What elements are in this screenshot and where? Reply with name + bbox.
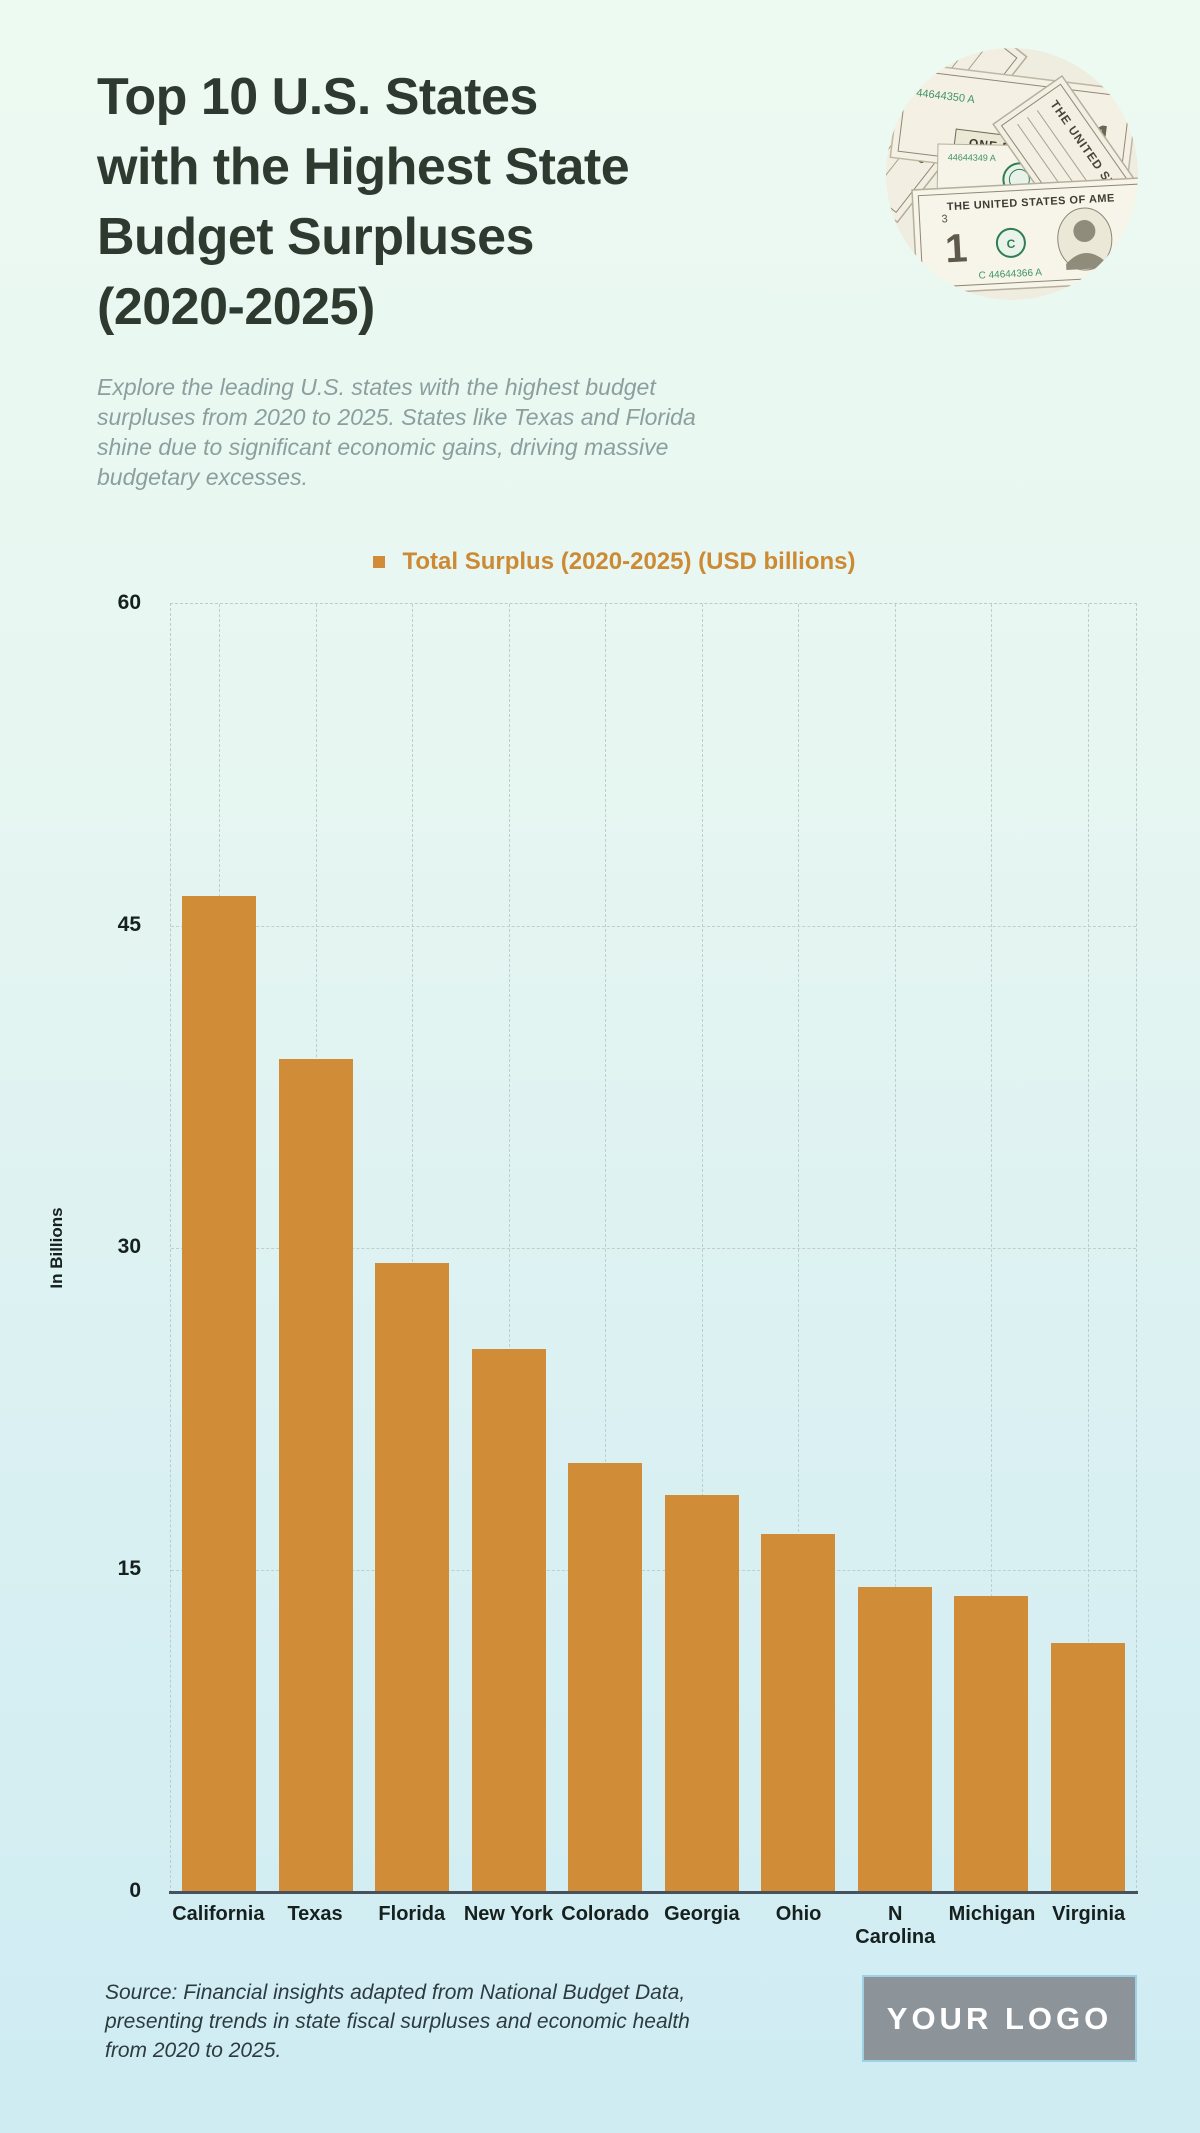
logo-placeholder: YOUR LOGO [862,1975,1137,2062]
svg-text:3: 3 [941,213,948,225]
v-gridline-3 [412,604,414,1892]
chart-column-7 [750,604,847,1892]
y-tick-label-0: 0 [129,1879,141,1902]
x-axis-line [169,1891,1138,1894]
chart-column-6 [654,604,751,1892]
x-axis-labels: California Texas Florida New York Colorado Ge… [170,1903,1137,1949]
y-axis-title: In Billions [47,1207,66,1289]
page-title-line-4: (2020-2025) [97,278,375,336]
bar-texas [278,1059,353,1892]
h-gridline-45 [171,926,1136,927]
chart-legend: Total Surplus (2020-2025) (USD billions) [14,548,1200,576]
v-gridline-6 [701,604,703,1892]
v-gridline-9 [991,604,993,1892]
bar-california [182,895,257,1892]
page-subtitle: Explore the leading U.S. states with the… [97,374,696,490]
x-tick-label-new-york: New York [463,1903,554,1925]
bar-ohio [761,1533,836,1892]
chart-column-10 [1040,604,1137,1892]
legend-label: Total Surplus (2020-2025) (USD billions) [402,548,856,575]
chart-column-3 [364,604,461,1892]
y-tick-label-30: 30 [117,1235,141,1258]
chart-column-2 [268,604,365,1892]
chart-column-4 [461,604,558,1892]
x-tick-label-michigan: Michigan [948,1903,1036,1925]
v-gridline-8 [894,604,896,1892]
chart-column-8 [847,604,944,1892]
x-tick-label-ohio: Ohio [775,1903,822,1925]
bill-front: THE UNITED STATES OF AME 1 C C 44644366 … [911,176,1138,295]
h-gridline-15 [171,1570,1136,1571]
page-title-line-2: with the Highest State [97,138,630,196]
page-title-line-1: Top 10 U.S. States [97,68,538,126]
y-tick-label-15: 15 [117,1557,141,1580]
v-gridline-4 [508,604,510,1892]
plot-area: 0 15 30 45 60 [118,591,1138,1902]
page-title: Top 10 U.S. States with the Highest Stat… [97,62,630,342]
bar-georgia [664,1494,739,1892]
x-tick-label-n-carolina: N Carolina [855,1903,936,1948]
bar-new-york [471,1348,546,1892]
bar-colorado [568,1462,643,1892]
chart-column-9 [943,604,1040,1892]
serial-number-front: C 44644366 A [978,267,1042,281]
dollar-bills-photo: ONE DOLLAR 44644350 A 1 ONE DOLLAR 44644… [886,48,1138,300]
v-gridline-7 [798,604,800,1892]
denomination-1: 1 [944,226,969,271]
page-title-line-3: Budget Surpluses [97,208,534,266]
y-axis-ticks: 0 15 30 45 60 [59,591,141,1902]
v-gridline-10 [1087,604,1089,1892]
svg-text:44644349 A: 44644349 A [948,152,996,163]
bar-n-carolina [857,1587,932,1892]
svg-text:C: C [1006,237,1016,251]
y-tick-label-45: 45 [117,913,141,936]
x-tick-label-colorado: Colorado [561,1903,650,1925]
source-note: Source: Financial insights adapted from … [105,1981,690,2062]
x-tick-label-florida: Florida [378,1903,446,1925]
chart-column-5 [557,604,654,1892]
x-tick-label-texas: Texas [287,1903,343,1925]
logo-text: YOUR LOGO [886,2000,1113,2036]
legend-swatch-icon [372,556,385,568]
h-gridline-30 [171,1248,1136,1249]
bar-michigan [954,1595,1029,1892]
dollar-bills-illustration: ONE DOLLAR 44644350 A 1 ONE DOLLAR 44644… [886,48,1138,300]
chart-column-1 [171,604,268,1892]
x-tick-label-georgia: Georgia [664,1903,740,1925]
bar-virginia [1050,1643,1125,1892]
x-tick-label-california: California [172,1903,265,1925]
x-tick-label-virginia: Virginia [1052,1903,1126,1925]
bar-florida [375,1263,450,1892]
v-gridline-5 [605,604,607,1892]
y-tick-label-60: 60 [117,591,141,614]
